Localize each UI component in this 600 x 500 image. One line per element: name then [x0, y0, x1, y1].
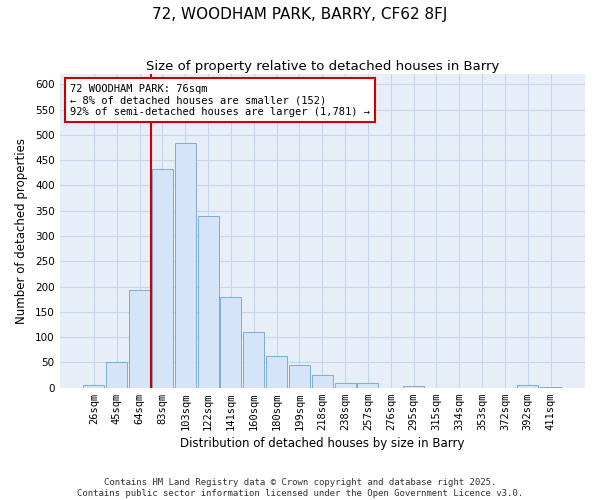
Bar — [289, 366, 310, 388]
Text: Contains HM Land Registry data © Crown copyright and database right 2025.
Contai: Contains HM Land Registry data © Crown c… — [77, 478, 523, 498]
Bar — [129, 290, 150, 388]
Bar — [197, 216, 218, 388]
Bar — [83, 385, 104, 388]
Bar — [152, 168, 173, 388]
Bar — [243, 332, 264, 388]
X-axis label: Distribution of detached houses by size in Barry: Distribution of detached houses by size … — [180, 437, 464, 450]
Text: 72, WOODHAM PARK, BARRY, CF62 8FJ: 72, WOODHAM PARK, BARRY, CF62 8FJ — [152, 8, 448, 22]
Bar — [517, 385, 538, 388]
Bar — [220, 297, 241, 388]
Text: 72 WOODHAM PARK: 76sqm
← 8% of detached houses are smaller (152)
92% of semi-det: 72 WOODHAM PARK: 76sqm ← 8% of detached … — [70, 84, 370, 117]
Bar — [403, 386, 424, 388]
Bar — [175, 143, 196, 388]
Bar — [266, 356, 287, 388]
Y-axis label: Number of detached properties: Number of detached properties — [15, 138, 28, 324]
Bar — [358, 383, 379, 388]
Bar — [335, 382, 356, 388]
Bar — [106, 362, 127, 388]
Bar — [312, 375, 333, 388]
Bar — [540, 386, 561, 388]
Title: Size of property relative to detached houses in Barry: Size of property relative to detached ho… — [146, 60, 499, 73]
